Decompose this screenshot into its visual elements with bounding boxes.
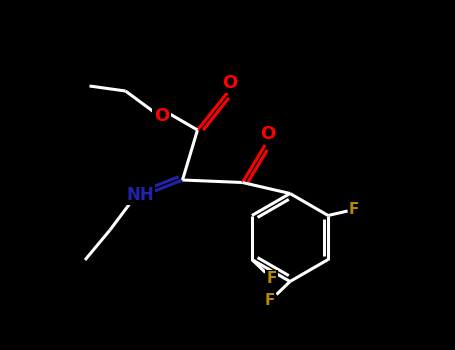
Text: O: O [260, 125, 275, 143]
Text: O: O [222, 74, 238, 91]
Text: O: O [154, 107, 169, 125]
Text: F: F [267, 271, 277, 286]
Text: NH: NH [126, 186, 154, 204]
Text: F: F [349, 202, 359, 217]
Text: F: F [265, 293, 275, 308]
